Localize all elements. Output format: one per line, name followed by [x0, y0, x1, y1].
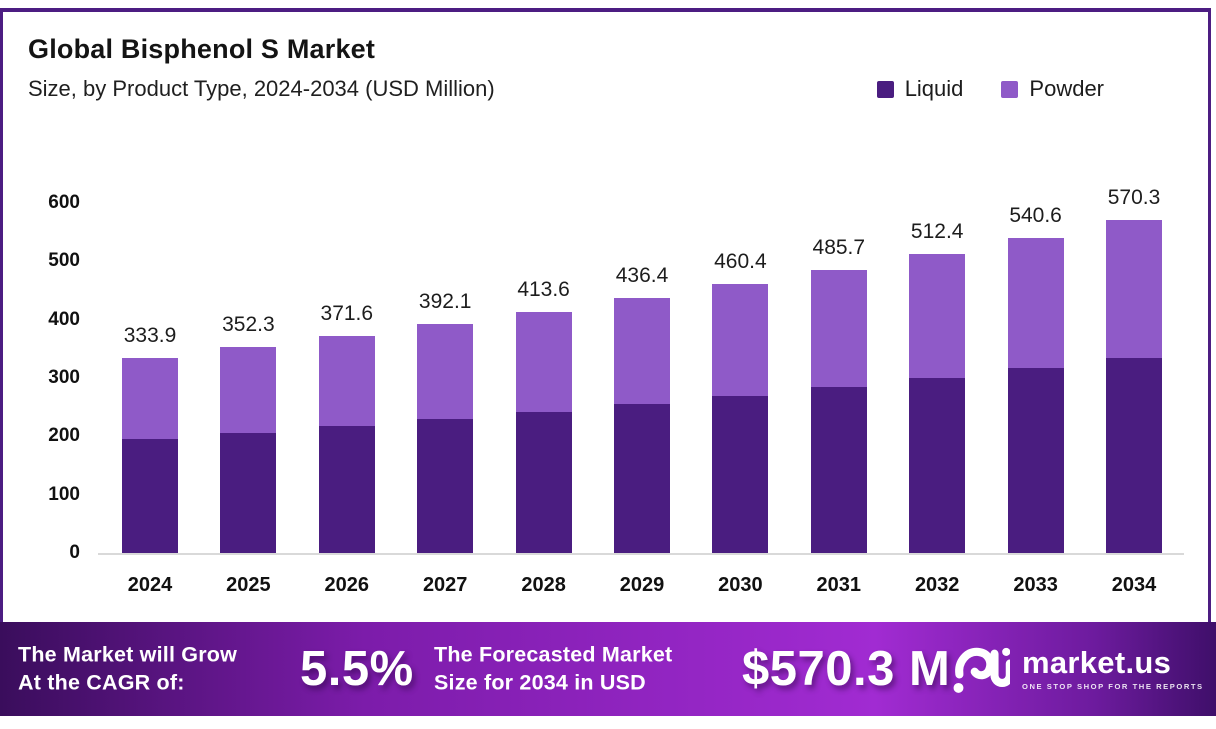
forecast-caption-line1: The Forecasted Market	[434, 642, 673, 667]
bar-segment-powder-2031	[810, 269, 867, 388]
bar-segment-liquid-2032	[909, 377, 966, 553]
y-tick-label-100: 100	[48, 483, 80, 505]
chart-subtitle: Size, by Product Type, 2024-2034 (USD Mi…	[28, 76, 495, 101]
brand-tagline: ONE STOP SHOP FOR THE REPORTS	[1022, 682, 1204, 691]
bar-total-label-2028: 413.6	[517, 277, 570, 301]
x-tick-label-2033: 2033	[1013, 574, 1058, 596]
bar-segment-liquid-2026	[318, 426, 375, 553]
bar-segment-powder-2028	[515, 311, 572, 412]
cagr-caption-line1: The Market will Grow	[18, 642, 238, 667]
bar-segment-liquid-2029	[614, 403, 670, 553]
bar-total-label-2034: 570.3	[1107, 186, 1161, 210]
bar-segment-liquid-2031	[810, 387, 867, 553]
y-tick-label-500: 500	[48, 250, 80, 272]
brand-name: market.us	[1022, 645, 1172, 680]
y-tick-label-400: 400	[48, 308, 80, 330]
bar-total-label-2025: 352.3	[222, 313, 275, 337]
bar-segment-powder-2032	[909, 254, 966, 378]
cagr-caption: The Market will Grow At the CAGR of:	[18, 641, 237, 698]
footer-banner: The Market will Grow At the CAGR of: 5.5…	[0, 622, 1216, 716]
brand-text: market.us ONE STOP SHOP FOR THE REPORTS	[1022, 647, 1204, 691]
x-tick-label-2025: 2025	[226, 574, 271, 596]
frame-border-top	[0, 8, 1211, 12]
legend-item-powder: Powder	[1001, 76, 1104, 102]
bar-segment-liquid-2025	[220, 432, 277, 553]
market-us-logo-icon	[953, 647, 1010, 693]
bar-segment-liquid-2027	[417, 419, 474, 553]
x-axis-baseline	[98, 553, 1184, 555]
bar-total-label-2026: 371.6	[320, 302, 374, 326]
x-tick-label-2027: 2027	[422, 574, 468, 596]
chart-legend: Liquid Powder	[876, 76, 1104, 102]
cagr-value: 5.5%	[300, 642, 414, 696]
cagr-caption-line2: At the CAGR of:	[18, 671, 185, 695]
legend-label-powder: Powder	[1029, 76, 1104, 101]
x-tick-label-2028: 2028	[521, 574, 566, 596]
frame-border-right	[1208, 8, 1211, 622]
y-tick-label-0: 0	[69, 542, 80, 563]
bar-segment-liquid-2030	[712, 395, 769, 553]
x-tick-label-2032: 2032	[914, 574, 960, 596]
bar-segment-powder-2026	[318, 336, 375, 427]
legend-swatch-liquid-icon	[876, 80, 894, 98]
bar-segment-liquid-2024	[122, 438, 178, 553]
x-tick-label-2031: 2031	[816, 574, 862, 596]
x-tick-label-2030: 2030	[718, 574, 763, 596]
frame-border-left	[0, 8, 3, 622]
bar-segment-powder-2033	[1007, 237, 1064, 369]
x-tick-label-2029: 2029	[619, 574, 665, 596]
bar-segment-powder-2034	[1106, 220, 1162, 359]
forecast-caption-line2: Size for 2034 in USD	[434, 671, 646, 695]
bar-total-label-2030: 460.4	[714, 250, 767, 274]
legend-swatch-powder-icon	[1001, 80, 1019, 98]
bar-total-label-2032: 512.4	[910, 220, 964, 244]
y-tick-label-600: 600	[48, 192, 80, 213]
bar-total-label-2033: 540.6	[1009, 203, 1062, 227]
page-title: Global Bisphenol S Market	[28, 34, 376, 64]
bar-segment-powder-2024	[122, 358, 178, 439]
bar-total-label-2029: 436.4	[615, 264, 669, 288]
forecast-caption: The Forecasted Market Size for 2034 in U…	[434, 641, 672, 698]
bar-segment-liquid-2028	[515, 411, 572, 553]
forecast-value: $570.3 M	[742, 642, 951, 696]
x-tick-label-2026: 2026	[324, 574, 370, 596]
bar-segment-liquid-2033	[1007, 368, 1064, 553]
bar-total-label-2024: 333.9	[123, 324, 177, 348]
y-tick-label-200: 200	[48, 425, 80, 447]
bar-segment-powder-2025	[220, 347, 277, 433]
legend-label-liquid: Liquid	[904, 76, 964, 101]
y-tick-label-300: 300	[48, 367, 80, 388]
bar-segment-powder-2030	[712, 284, 769, 396]
bar-total-label-2031: 485.7	[812, 235, 866, 259]
legend-item-liquid: Liquid	[876, 76, 964, 102]
x-tick-label-2024: 2024	[127, 574, 173, 596]
bar-segment-powder-2029	[614, 298, 670, 404]
x-tick-label-2034: 2034	[1111, 574, 1157, 596]
brand-logo: market.us ONE STOP SHOP FOR THE REPORTS	[952, 642, 1204, 696]
bar-segment-powder-2027	[417, 324, 474, 420]
bar-segment-liquid-2034	[1106, 358, 1162, 553]
bar-total-label-2027: 392.1	[418, 290, 472, 314]
